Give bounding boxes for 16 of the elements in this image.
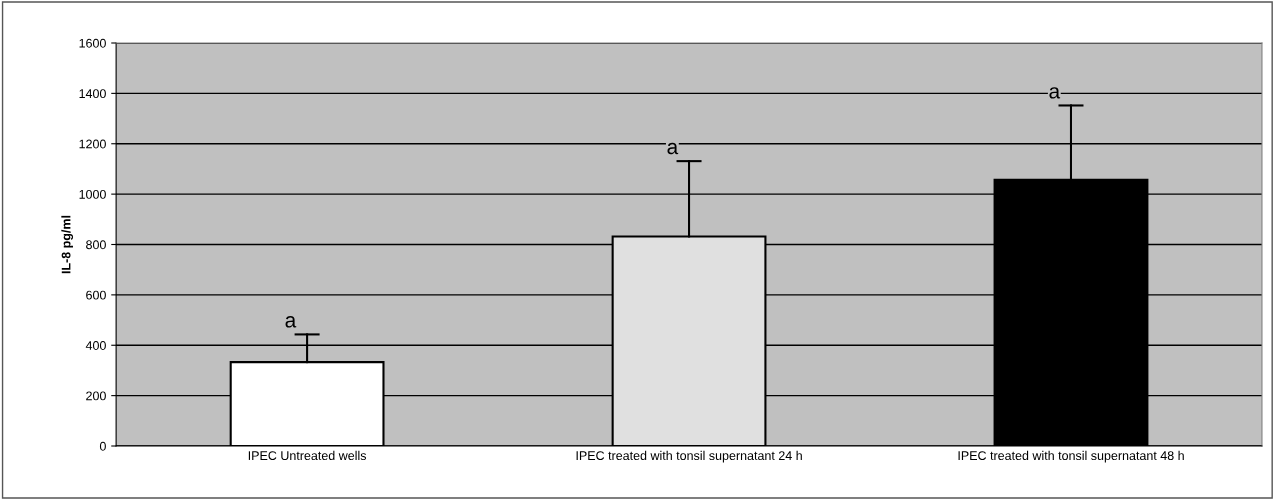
y-tick-label: 1000	[79, 189, 106, 199]
y-tick-label: 1400	[79, 89, 106, 99]
x-tick-label: IPEC treated with tonsil supernatant 48 h	[958, 450, 1184, 463]
y-tick-label: 600	[86, 290, 106, 300]
y-tick-label: 200	[86, 391, 106, 401]
annotation: a	[667, 142, 679, 155]
annotation: a	[1049, 87, 1061, 99]
y-tick-label: 400	[85, 341, 106, 350]
y-axis-title: IL-8 pg/ml	[61, 215, 74, 274]
y-tick-label: 0	[99, 441, 106, 451]
x-tick-label: IPEC Untreated wells	[248, 450, 367, 461]
y-tick-label: 1200	[79, 139, 106, 149]
x-tick-label: IPEC treated with tonsil supernatant 24 h	[576, 450, 802, 463]
annotation: a	[285, 316, 297, 328]
y-tick-label: 1600	[79, 38, 106, 48]
y-tick-label: 800	[86, 240, 106, 250]
